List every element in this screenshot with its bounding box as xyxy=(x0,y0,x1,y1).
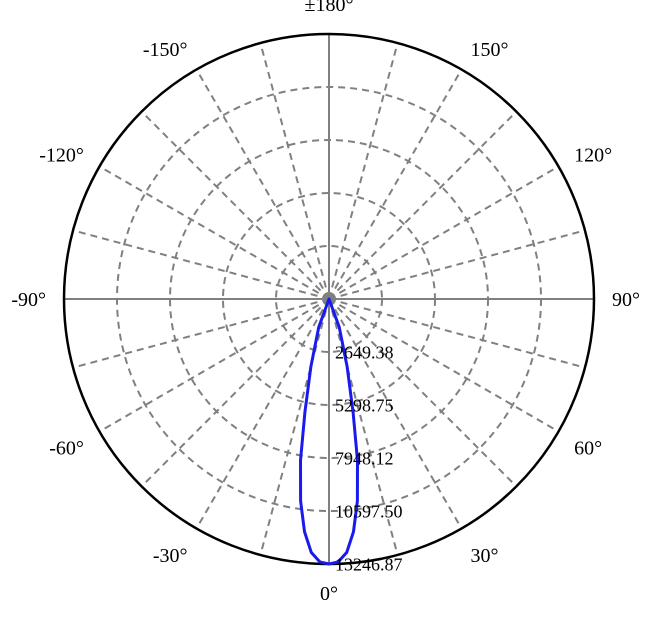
angle-label: -150° xyxy=(143,39,188,61)
radial-tick-label: 7948.12 xyxy=(335,448,394,468)
angle-label: 120° xyxy=(574,145,612,167)
angle-label: -90° xyxy=(11,289,46,311)
radial-tick-label: 5298.75 xyxy=(335,395,394,415)
angle-label: 30° xyxy=(471,545,499,567)
radial-tick-label: 13246.87 xyxy=(335,554,403,574)
angle-label: -120° xyxy=(39,145,84,167)
polar-chart: 2649.38 5298.75 7948.12 10597.50 13246.87 0° 3… xyxy=(0,0,659,622)
radial-tick-label: 2649.38 xyxy=(335,342,394,362)
angle-label: 60° xyxy=(574,438,602,460)
angle-label: -60° xyxy=(49,438,84,460)
angle-label: 0° xyxy=(320,583,338,605)
radial-tick-label: 10597.50 xyxy=(335,501,403,521)
angle-label: ±180° xyxy=(305,0,354,16)
angle-label: 150° xyxy=(471,39,509,61)
angle-label: -30° xyxy=(153,545,188,567)
angle-label: 90° xyxy=(612,289,640,311)
polar-chart-container: 2649.38 5298.75 7948.12 10597.50 13246.87 0° 3… xyxy=(0,0,659,622)
